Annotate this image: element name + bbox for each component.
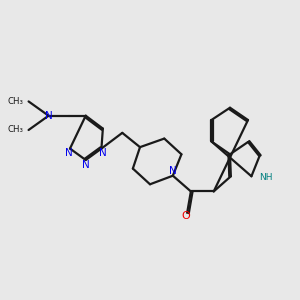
Text: N: N: [169, 166, 177, 176]
Text: CH₃: CH₃: [8, 97, 23, 106]
Text: NH: NH: [260, 173, 273, 182]
Text: N: N: [99, 148, 107, 158]
Text: O: O: [181, 211, 190, 221]
Text: N: N: [65, 148, 72, 158]
Text: N: N: [82, 160, 90, 170]
Text: CH₃: CH₃: [8, 125, 23, 134]
Text: N: N: [45, 111, 52, 121]
